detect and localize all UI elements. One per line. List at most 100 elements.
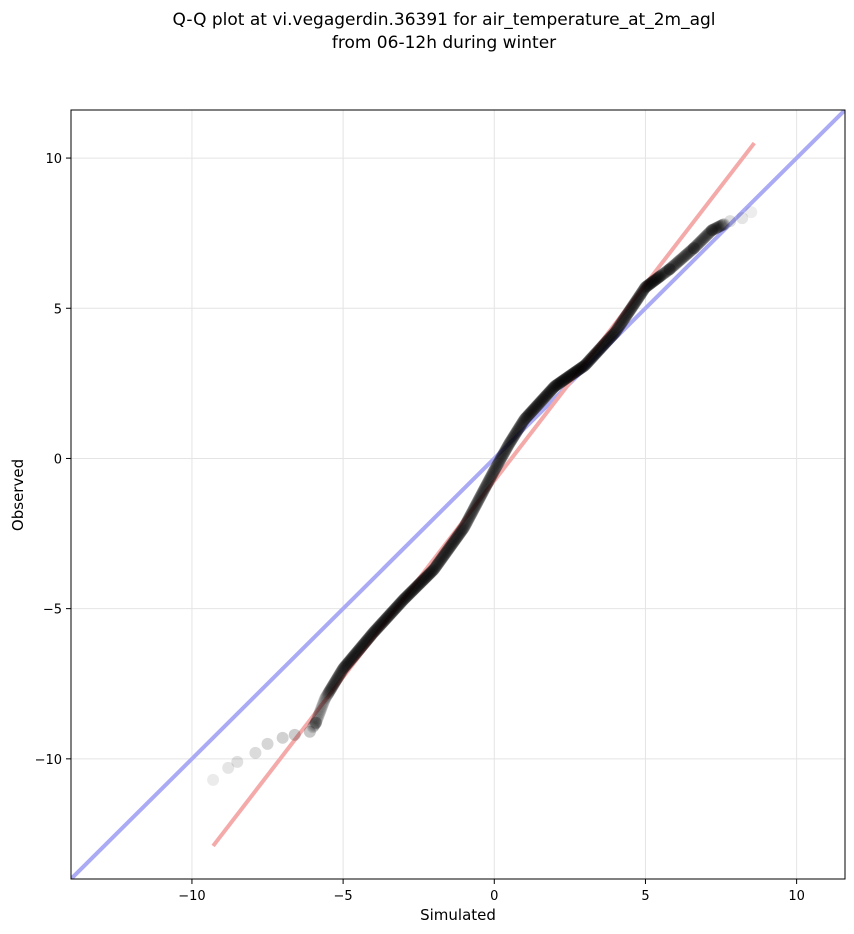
- qq-point: [490, 460, 503, 473]
- qq-point: [668, 259, 681, 272]
- qq-point: [452, 528, 465, 541]
- qq-point: [552, 377, 565, 390]
- qq-point: [711, 221, 724, 234]
- qq-point: [382, 609, 395, 622]
- qq-point: [679, 249, 692, 262]
- qq-point: [710, 221, 723, 234]
- qq-point: [640, 280, 653, 293]
- qq-point: [396, 594, 409, 607]
- x-tick-label: −5: [334, 889, 353, 904]
- qq-point: [434, 554, 447, 567]
- qq-point: [698, 232, 711, 245]
- qq-point: [309, 716, 322, 729]
- qq-point: [618, 313, 631, 326]
- qq-point: [393, 598, 406, 611]
- qq-point: [429, 560, 442, 573]
- qq-point: [642, 278, 655, 291]
- qq-point: [341, 657, 354, 670]
- qq-point: [401, 589, 414, 602]
- qq-point: [554, 376, 567, 389]
- qq-point: [695, 234, 708, 247]
- qq-point: [712, 221, 725, 234]
- y-axis: −10 −5 0 5 10: [35, 152, 71, 768]
- qq-point: [631, 292, 644, 305]
- x-tick-label: 0: [490, 889, 498, 904]
- qq-point: [379, 613, 392, 626]
- qq-point: [518, 413, 531, 426]
- qq-point: [439, 547, 452, 560]
- qq-point: [566, 368, 579, 381]
- qq-point: [419, 571, 432, 584]
- qq-point: [619, 311, 632, 324]
- qq-point: [443, 541, 456, 554]
- qq-point: [718, 218, 731, 231]
- qq-point: [646, 276, 659, 289]
- qq-point: [634, 288, 647, 301]
- qq-point: [359, 636, 372, 649]
- qq-point: [433, 555, 446, 568]
- qq-point: [405, 586, 418, 599]
- qq-point: [644, 277, 657, 290]
- x-axis-label: Simulated: [420, 906, 496, 924]
- qq-point: [495, 451, 508, 464]
- qq-point: [602, 333, 615, 346]
- qq-point: [632, 292, 645, 305]
- qq-point: [466, 504, 479, 517]
- qq-point: [632, 291, 645, 304]
- qq-point: [616, 314, 629, 327]
- qq-point: [354, 641, 367, 654]
- reference-lines: [71, 110, 845, 879]
- qq-point: [415, 576, 428, 589]
- qq-point: [487, 466, 500, 479]
- qq-point: [589, 348, 602, 361]
- qq-point: [458, 521, 471, 534]
- qq-point: [322, 687, 335, 700]
- qq-point: [416, 575, 429, 588]
- qq-point: [712, 220, 725, 233]
- qq-point: [540, 388, 553, 401]
- qq-point: [700, 229, 713, 242]
- qq-point: [583, 353, 596, 366]
- qq-point: [312, 709, 325, 722]
- qq-point: [660, 265, 673, 278]
- qq-point: [363, 631, 376, 644]
- chart-title-line-1: Q-Q plot at vi.vegagerdin.36391 for air_…: [172, 10, 715, 30]
- qq-point: [523, 408, 536, 421]
- qq-point: [675, 252, 688, 265]
- qq-point: [676, 252, 689, 265]
- qq-point: [659, 266, 672, 279]
- qq-point: [373, 620, 386, 633]
- qq-point: [549, 379, 562, 392]
- qq-point: [398, 592, 411, 605]
- qq-point: [585, 351, 598, 364]
- qq-point: [715, 219, 728, 232]
- qq-point: [603, 332, 616, 345]
- qq-point: [706, 223, 719, 236]
- qq-point: [745, 206, 758, 219]
- qq-point: [580, 357, 593, 370]
- qq-point: [426, 564, 439, 577]
- qq-point: [388, 603, 401, 616]
- qq-point: [339, 659, 352, 672]
- qq-point: [472, 494, 485, 507]
- qq-point: [389, 602, 402, 615]
- qq-point: [653, 270, 666, 283]
- qq-point: [325, 681, 338, 694]
- qq-point: [656, 268, 669, 281]
- qq-point: [319, 691, 332, 704]
- qq-point: [561, 371, 574, 384]
- qq-point: [515, 418, 528, 431]
- qq-point: [671, 256, 684, 269]
- qq-point: [540, 389, 553, 402]
- qq-point: [389, 602, 402, 615]
- qq-point: [353, 642, 366, 655]
- qq-point: [549, 380, 562, 393]
- qq-point: [645, 277, 658, 290]
- qq-point: [464, 509, 477, 522]
- qq-point: [406, 584, 419, 597]
- qq-point: [326, 679, 339, 692]
- qq-point: [366, 627, 379, 640]
- qq-point: [527, 403, 540, 416]
- qq-point: [663, 262, 676, 275]
- qq-point: [591, 345, 604, 358]
